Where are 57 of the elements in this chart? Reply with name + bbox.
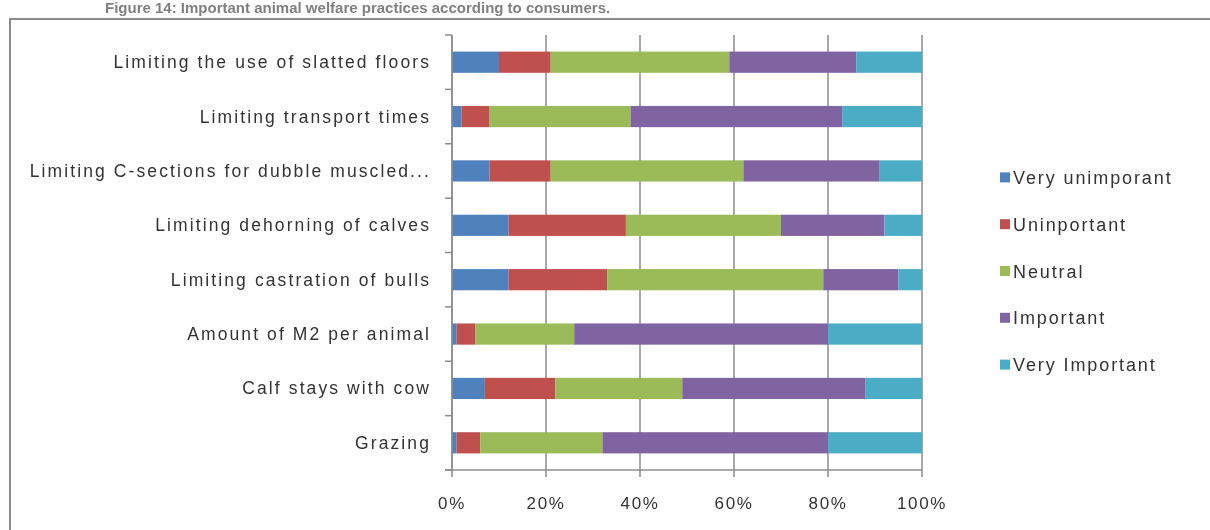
bar: [682, 377, 866, 400]
y-tick-label: Limiting transport times: [199, 106, 431, 127]
bar: [452, 269, 509, 291]
bar: [508, 214, 626, 236]
bar: [625, 214, 781, 236]
y-tick-label: Limiting castration of bulls: [170, 269, 431, 290]
bar: [499, 51, 551, 73]
y-tick-label: Calf stays with cow: [242, 378, 431, 399]
y-tick-label: Grazing: [355, 432, 431, 453]
legend-label: Important: [1013, 308, 1107, 329]
legend-label: Very unimporant: [1013, 167, 1173, 188]
legend-label: Uninportant: [1013, 214, 1127, 235]
legend-label: Very Important: [1013, 355, 1157, 376]
x-tick-label: 60%: [714, 494, 754, 513]
bar: [489, 105, 631, 128]
x-tick-label: 20%: [526, 494, 566, 513]
bar: [489, 160, 551, 182]
y-tick-label: Limiting the use of slatted floors: [113, 52, 431, 73]
bar: [630, 105, 843, 128]
bar: [484, 377, 556, 400]
bar: [555, 377, 683, 400]
bar: [452, 51, 499, 73]
bar: [823, 269, 899, 291]
bar: [602, 432, 828, 454]
bar: [828, 432, 922, 454]
chart-title: Figure 14: Important animal welfare practices according to consumers.: [105, 0, 611, 16]
bar: [856, 51, 922, 73]
x-tick-label: 100%: [897, 494, 947, 513]
bar: [508, 269, 608, 291]
y-tick-label: Limiting dehorning of calves: [155, 215, 431, 236]
bar: [452, 160, 490, 182]
bar: [865, 377, 922, 400]
bar: [828, 323, 922, 345]
x-tick-label: 80%: [808, 494, 848, 513]
bar: [842, 105, 922, 128]
bar: [456, 432, 481, 454]
y-tick-label: Limiting C-sections for dubble muscled...: [29, 160, 431, 181]
bar: [898, 269, 922, 291]
bar: [879, 160, 922, 182]
bar: [574, 323, 828, 345]
legend-label: Neutral: [1013, 261, 1085, 282]
bar: [550, 160, 744, 182]
bar: [461, 105, 490, 128]
x-tick-label: 0%: [438, 494, 466, 513]
bar: [884, 214, 922, 236]
bar: [743, 160, 880, 182]
bar: [607, 269, 824, 291]
bar: [475, 323, 575, 345]
y-tick-label: Amount of M2 per animal: [187, 324, 431, 345]
bar: [452, 214, 509, 236]
bar: [781, 214, 885, 236]
bar: [452, 377, 485, 400]
bar: [550, 51, 730, 73]
bar: [456, 323, 476, 345]
bar: [729, 51, 857, 73]
bar: [480, 432, 603, 454]
x-tick-label: 40%: [620, 494, 660, 513]
